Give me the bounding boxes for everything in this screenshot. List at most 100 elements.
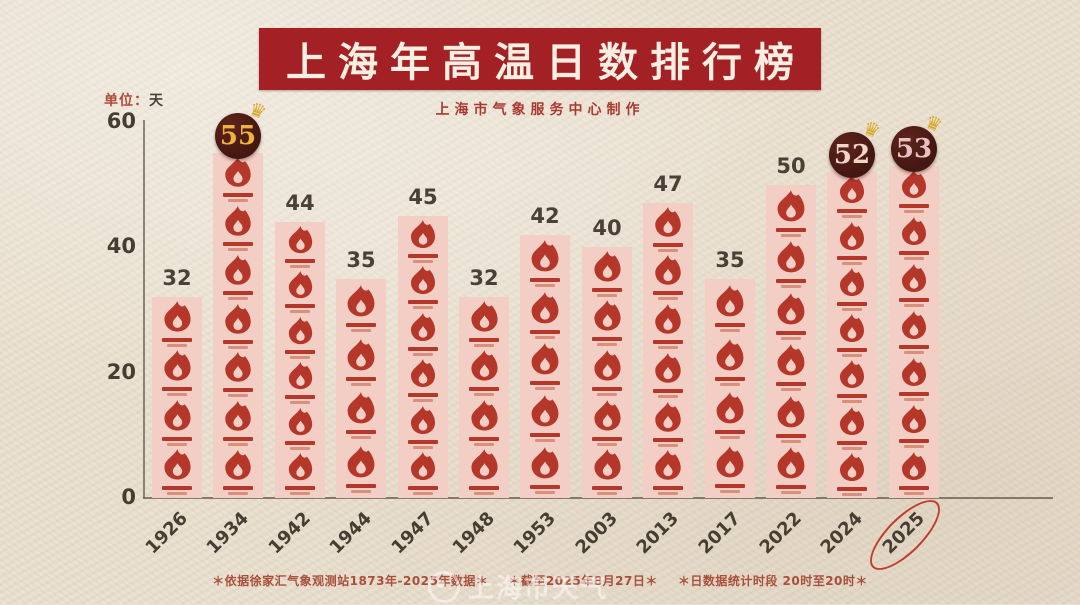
flame-base-line-2 — [290, 264, 310, 268]
flame-base-line — [346, 323, 376, 328]
flame-base-line — [899, 486, 929, 490]
flame-icon — [655, 206, 681, 237]
flame-base-line-2 — [351, 329, 371, 333]
flame-icon — [840, 314, 864, 342]
flame-unit — [836, 174, 868, 219]
flame-base-line — [776, 382, 806, 387]
flame-unit — [590, 448, 625, 496]
flame-base-line-2 — [658, 394, 678, 398]
flame-base-line-2 — [842, 261, 862, 265]
flame-icon — [411, 405, 435, 434]
flame-unit — [285, 316, 316, 359]
flame-base-line-2 — [720, 329, 740, 333]
flame-unit — [527, 291, 563, 339]
flame-base-line-2 — [597, 442, 617, 446]
flame-icon — [593, 250, 621, 282]
flame-unit — [527, 239, 563, 287]
rank-badge-1934: 55 ♛ — [215, 98, 270, 159]
flame-base-line-2 — [597, 392, 617, 396]
flame-base-line — [408, 439, 438, 444]
flame-unit — [285, 270, 316, 314]
y-axis-line — [143, 120, 145, 498]
flame-unit — [773, 292, 809, 340]
flame-base-line — [899, 204, 929, 208]
flame-base-line — [837, 486, 867, 491]
flame-base-line — [899, 392, 929, 396]
flame-base-line-2 — [781, 491, 801, 495]
flame-icon — [225, 401, 251, 431]
flame-base-line-2 — [167, 492, 187, 496]
flame-icon — [902, 405, 926, 433]
flame-base-line — [223, 437, 253, 442]
flame-icon — [902, 358, 926, 386]
flame-icon — [225, 254, 251, 285]
flame-unit — [343, 445, 379, 493]
unit-label-prefix: 单位： — [104, 93, 149, 109]
flame-base-line — [223, 388, 253, 393]
flame-icon — [655, 401, 681, 432]
flame-base-line — [408, 300, 438, 305]
flame-icon — [593, 399, 621, 431]
flame-icon — [655, 304, 681, 334]
flame-base-line — [285, 486, 315, 491]
footnote-asof-date: ＊截至2025年8月27日＊ — [508, 574, 658, 588]
flame-base-line-2 — [167, 393, 187, 397]
flame-base-line-2 — [904, 492, 924, 495]
flame-base-line — [899, 298, 929, 302]
flame-icon — [225, 303, 251, 334]
flame-unit — [651, 206, 685, 252]
flame-base-line-2 — [290, 446, 310, 450]
bar-1926 — [152, 297, 202, 498]
flame-unit — [160, 399, 195, 446]
flame-base-line-2 — [535, 387, 555, 391]
flame-base-line — [653, 291, 683, 296]
flame-base-line — [223, 339, 253, 344]
flame-icon — [288, 271, 312, 299]
flame-unit — [773, 240, 809, 289]
flame-icon — [163, 300, 191, 332]
flame-base-line-2 — [904, 351, 924, 354]
flame-icon — [163, 350, 191, 381]
flame-unit — [773, 446, 809, 495]
flame-unit — [221, 449, 255, 496]
flame-icon — [347, 392, 375, 424]
flame-icon — [840, 267, 864, 296]
flame-base-line — [899, 345, 929, 349]
y-tick-label-0: 0 — [121, 485, 136, 509]
flame-unit — [590, 250, 625, 297]
flame-base-line — [162, 337, 192, 342]
flame-base-line-2 — [842, 492, 862, 496]
flame-icon — [347, 445, 375, 477]
flame-unit — [836, 267, 868, 311]
flame-icon — [716, 392, 744, 424]
flame-unit — [221, 351, 255, 398]
flame-base-line-2 — [658, 297, 678, 301]
flame-base-line-2 — [228, 296, 248, 300]
flame-icon — [347, 285, 375, 317]
flame-base-line — [715, 483, 745, 488]
flame-unit — [590, 299, 625, 347]
flame-icon — [777, 447, 805, 479]
flame-base-line — [285, 258, 315, 263]
flame-icon — [163, 449, 191, 480]
flame-base-line — [776, 485, 806, 490]
flame-icon — [225, 205, 251, 236]
flame-base-line-2 — [351, 382, 371, 386]
footnote: ＊依据徐家汇气象观测站1873年-2025年数据＊ ＊截至2025年8月27日＊… — [0, 572, 1080, 589]
flame-base-line-2 — [167, 442, 187, 446]
flame-base-line-2 — [904, 257, 924, 260]
bar-1942 — [275, 222, 325, 498]
flame-icon — [840, 175, 864, 204]
flame-base-line-2 — [842, 446, 862, 450]
flame-unit — [773, 395, 809, 443]
flame-unit — [712, 338, 748, 386]
bar-2024 — [827, 172, 877, 498]
flame-base-line-2 — [474, 393, 494, 397]
flame-base-line-2 — [904, 304, 924, 307]
flame-base-line-2 — [658, 492, 678, 496]
flame-unit — [407, 451, 439, 496]
flame-unit — [285, 452, 316, 496]
flame-base-line-2 — [658, 346, 678, 350]
flame-icon — [902, 264, 926, 292]
flame-unit — [343, 338, 379, 386]
